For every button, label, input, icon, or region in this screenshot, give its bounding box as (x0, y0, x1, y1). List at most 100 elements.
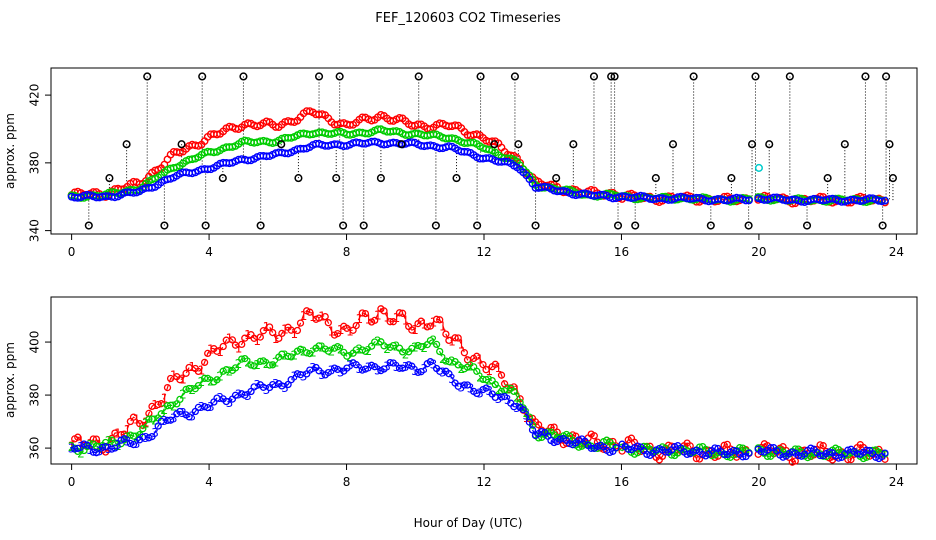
series3-point (587, 444, 595, 452)
series3-point (101, 443, 110, 451)
series1-label: 1 (402, 313, 410, 327)
series1-point (423, 323, 431, 331)
series1-point (204, 349, 212, 358)
series3-point (528, 426, 537, 434)
series3-label: 3 (504, 393, 512, 407)
x-axis-label: Hour of Day (UTC) (414, 516, 523, 530)
bottom-ytick-label: 380 (28, 384, 42, 407)
series2-label: 2 (133, 431, 141, 445)
series3-label: 3 (170, 412, 178, 426)
series3-label: 3 (207, 400, 215, 414)
ref-point (201, 221, 210, 230)
series2-label: 2 (365, 344, 373, 358)
series1-point (720, 441, 728, 449)
series1-label: 1 (374, 309, 382, 323)
ref-point (339, 221, 348, 230)
series2-point (194, 381, 203, 390)
series2-point (163, 402, 172, 410)
series1-label: 1 (235, 342, 243, 356)
top-ytick-label: 340 (28, 219, 42, 242)
ref-point (569, 140, 578, 149)
series2-label: 2 (476, 370, 484, 384)
series2-point (417, 342, 425, 351)
chart-title: FEF_120603 CO2 Timeseries (375, 11, 561, 26)
series2-point (238, 355, 246, 363)
series1-point (473, 352, 481, 360)
series1-point (371, 316, 379, 325)
series3-point (414, 368, 422, 377)
series3-label: 3 (485, 384, 493, 398)
ref-point (105, 174, 114, 183)
series3-label: 3 (457, 380, 465, 394)
series3-label: 3 (467, 382, 475, 396)
top-xtick-label: 20 (751, 245, 766, 259)
series1-point (74, 433, 82, 441)
series1-point (129, 413, 138, 421)
series1-label: 1 (485, 364, 493, 378)
series2-point (250, 362, 258, 370)
series3-point (550, 438, 558, 447)
ref-point (785, 72, 794, 81)
series2-point (200, 374, 209, 382)
series3-point (711, 444, 719, 452)
series3-point (293, 370, 302, 378)
top-xtick-label: 16 (614, 245, 629, 259)
ref-point (294, 174, 303, 183)
series1-label: 1 (355, 312, 363, 326)
ref-point (452, 174, 461, 183)
series3-point (204, 403, 212, 412)
series3-point (324, 368, 332, 377)
series2-label: 2 (170, 399, 178, 413)
series2-label: 2 (513, 390, 521, 404)
series1-label: 1 (133, 413, 141, 427)
series1-point (389, 318, 397, 326)
series3-point (739, 453, 747, 461)
bottom-ytick-label: 400 (28, 331, 42, 354)
ref-point (727, 174, 736, 183)
series3-point (408, 362, 416, 370)
series1-point (395, 309, 404, 317)
series3-point (729, 446, 738, 455)
series3-label: 3 (328, 363, 336, 377)
series3-label: 3 (188, 410, 196, 424)
series3-point (395, 364, 404, 372)
series3-point (834, 454, 843, 462)
series1-point (451, 334, 459, 342)
ref-point (490, 140, 499, 149)
series3-point (222, 397, 230, 406)
ref-point (332, 174, 341, 183)
series3-point (816, 451, 824, 460)
series3-label: 3 (430, 358, 438, 372)
top-xtick-label: 24 (889, 245, 904, 259)
series3-point (163, 416, 172, 425)
series3-point (633, 442, 642, 450)
ref-point (651, 174, 660, 183)
ref-point (613, 221, 623, 230)
series1-point (275, 334, 283, 343)
series1-point (436, 316, 444, 324)
series1-point (269, 328, 277, 337)
series2-label: 2 (216, 369, 224, 383)
top-xtick-label: 0 (68, 245, 76, 259)
series3-point (398, 364, 407, 372)
series2-point (259, 357, 268, 365)
ref-point (607, 72, 616, 81)
series3-point (380, 365, 388, 373)
series3-point (742, 196, 750, 205)
ref-point (552, 174, 561, 183)
top-panel: approx. ppm 0 4 8 12 16 20 24 340 380 420 (3, 67, 918, 259)
series3-label: 3 (114, 438, 122, 452)
ref-point (802, 221, 812, 230)
series3-label: 3 (402, 360, 410, 374)
ref-point (514, 140, 523, 149)
ref-point (335, 72, 344, 81)
series1-point (432, 315, 441, 323)
series1-point (386, 318, 394, 326)
series1-label: 1 (300, 309, 308, 323)
series2-point (479, 375, 487, 384)
series3-point (98, 443, 107, 452)
series2-point (408, 344, 416, 353)
series2-label: 2 (142, 417, 150, 431)
series1-point (238, 340, 246, 349)
